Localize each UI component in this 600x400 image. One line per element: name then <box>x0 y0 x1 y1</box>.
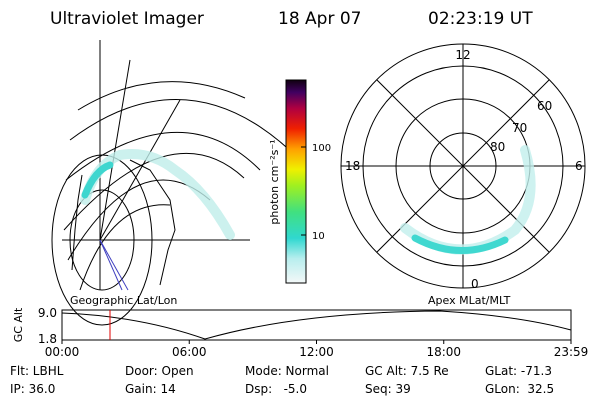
colorbar <box>285 79 307 284</box>
timeline-xtick: 06:00 <box>172 345 207 359</box>
status-field: Gain: 14 <box>125 382 176 396</box>
status-field: Dsp: -5.0 <box>245 382 307 396</box>
lat-label: 70 <box>512 121 527 135</box>
date: 18 Apr 07 <box>278 9 361 29</box>
status-field: Door: Open <box>125 364 194 378</box>
aurora-geo <box>80 149 235 240</box>
timeline-ytick: 1.8 <box>38 332 57 346</box>
lat-label: 80 <box>490 140 505 154</box>
timeline-xtick: 00:00 <box>45 345 80 359</box>
mlt-label: 6 <box>575 159 583 173</box>
geo-map <box>51 40 301 326</box>
mlt-label: 18 <box>345 159 360 173</box>
status-field: GLat: -71.3 <box>485 364 552 378</box>
title: Ultraviolet Imager <box>50 9 204 29</box>
mlt-label: 12 <box>455 48 470 62</box>
lat-label: 60 <box>537 99 552 113</box>
aurora-polar <box>400 145 536 255</box>
panel-title: Apex MLat/MLT <box>428 294 511 307</box>
timeline-frame <box>61 309 572 341</box>
timeline-xtick: 23:59 <box>554 345 589 359</box>
panel-title: Geographic Lat/Lon <box>70 294 177 307</box>
status-field: Mode: Normal <box>245 364 329 378</box>
altitude-curve <box>61 310 572 340</box>
mlt-label: 0 <box>471 277 479 291</box>
status-field: IP: 36.0 <box>10 382 55 396</box>
timeline-ylabel: GC Alt <box>12 307 25 342</box>
colorbar-tick-label: 100 <box>312 143 331 154</box>
status-field: GC Alt: 7.5 Re <box>365 364 449 378</box>
status-field: GLon: 32.5 <box>485 382 554 396</box>
status-field: Flt: LBHL <box>10 364 64 378</box>
timeline-ytick: 9.0 <box>38 306 57 320</box>
colorbar-label: photon cm⁻²s⁻¹ <box>268 139 281 224</box>
colorbar-tick-label: 10 <box>312 231 325 242</box>
timeline-xtick: 18:00 <box>426 345 461 359</box>
timeline-xtick: 12:00 <box>299 345 334 359</box>
status-field: Seq: 39 <box>365 382 411 396</box>
time: 02:23:19 UT <box>428 9 533 29</box>
